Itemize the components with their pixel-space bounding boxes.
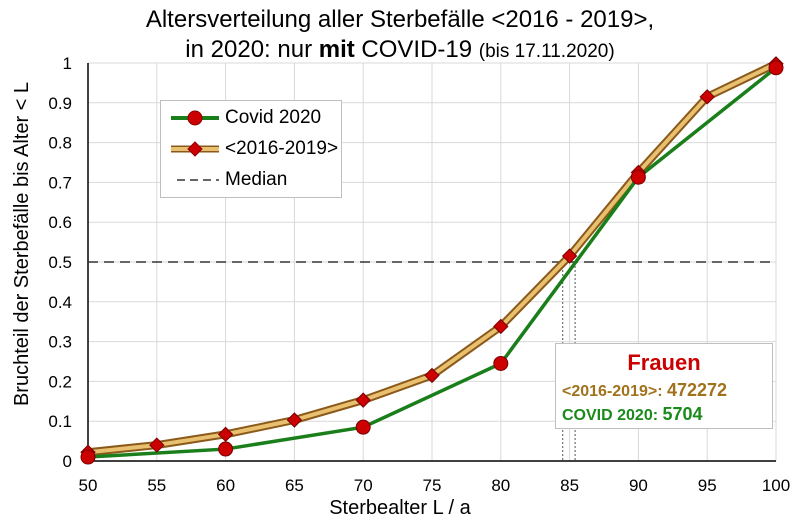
x-tick-label: 60 (216, 476, 235, 495)
y-tick-label: 0.1 (48, 412, 72, 431)
series-covid-marker (768, 60, 784, 76)
series-layer (80, 56, 784, 465)
series-covid-marker (493, 355, 509, 371)
legend-swatch-median (177, 179, 219, 181)
annotation-covid-label: COVID 2020: (562, 407, 659, 424)
series-covid-line (87, 66, 778, 459)
legend-label-covid: Covid 2020 (225, 107, 322, 128)
series-covid-marker (80, 449, 96, 465)
chart-title-bold: mit (318, 36, 355, 63)
series-baseline-marker (699, 89, 715, 105)
x-tick-label: 70 (354, 476, 373, 495)
chart-title-text-1: Altersverteilung aller Sterbefälle <2016… (145, 6, 655, 33)
y-tick-label: 0.2 (48, 372, 72, 391)
annotation-title: Frauen (627, 350, 701, 375)
annotation-line-covid: COVID 2020: 5704 (562, 404, 703, 425)
x-tick-label: 100 (762, 476, 790, 495)
series-baseline-marker (561, 248, 578, 264)
y-tick-label: 0 (63, 452, 72, 471)
x-axis-label: Sterbealter L / a (329, 497, 471, 519)
series-baseline-marker (149, 437, 165, 453)
chart-title-line-1: Altersverteilung aller Sterbefälle <2016… (0, 6, 800, 34)
series-covid-marker (630, 169, 646, 185)
legend-item-baseline: <2016-2019> (169, 136, 339, 162)
series-covid-marker (355, 419, 371, 435)
legend-label-baseline: <2016-2019> (225, 138, 339, 159)
legend: Covid 2020 <2016-2019> Median (160, 100, 342, 198)
x-tick-label: 55 (147, 476, 166, 495)
x-tick-label: 85 (560, 476, 579, 495)
annotation-box: Frauen <2016-2019>: 472272 COVID 2020: 5… (555, 343, 773, 429)
y-tick-label: 0.6 (48, 213, 72, 232)
x-tick-label: 90 (629, 476, 648, 495)
y-axis-label: Bruchteil der Sterbefälle bis Alter < L (11, 82, 33, 406)
legend-label-median: Median (225, 169, 288, 190)
x-tick-label: 75 (423, 476, 442, 495)
annotation-baseline-label: <2016-2019>: (562, 383, 663, 400)
x-tick-label: 65 (285, 476, 304, 495)
y-tick-label: 0.4 (48, 293, 72, 312)
chart-title-line-2: in 2020: nur mit COVID-19 (bis 17.11.202… (0, 36, 800, 64)
series-baseline-marker (355, 392, 371, 408)
series-baseline-marker (493, 318, 509, 335)
y-tick-label: 0.5 (48, 253, 72, 272)
legend-item-covid: Covid 2020 (169, 105, 339, 131)
series-baseline-marker (424, 367, 440, 384)
annotation-covid-value: 5704 (662, 404, 703, 424)
legend-item-median: Median (169, 167, 339, 193)
y-tick-label: 0.9 (48, 94, 72, 113)
y-tick-label: 1 (63, 54, 72, 73)
y-tick-label: 0.7 (48, 173, 72, 192)
series-baseline-marker (286, 412, 303, 428)
x-tick-label: 50 (79, 476, 98, 495)
annotation-baseline-value: 472272 (666, 380, 728, 400)
y-tick-label: 0.3 (48, 333, 72, 352)
series-covid-marker (218, 441, 234, 457)
chart-title-prefix: in 2020: nur (185, 36, 313, 63)
legend-swatch-baseline (171, 141, 219, 157)
series-baseline-marker (217, 426, 234, 443)
legend-swatch-covid (171, 110, 219, 126)
y-tick-label: 0.8 (48, 134, 72, 153)
chart-title-suffix: (bis 17.11.2020) (478, 41, 615, 62)
annotation-line-baseline: <2016-2019>: 472272 (562, 380, 727, 401)
chart-title-mid: COVID-19 (361, 36, 473, 63)
x-tick-label: 95 (698, 476, 717, 495)
x-tick-label: 80 (491, 476, 510, 495)
